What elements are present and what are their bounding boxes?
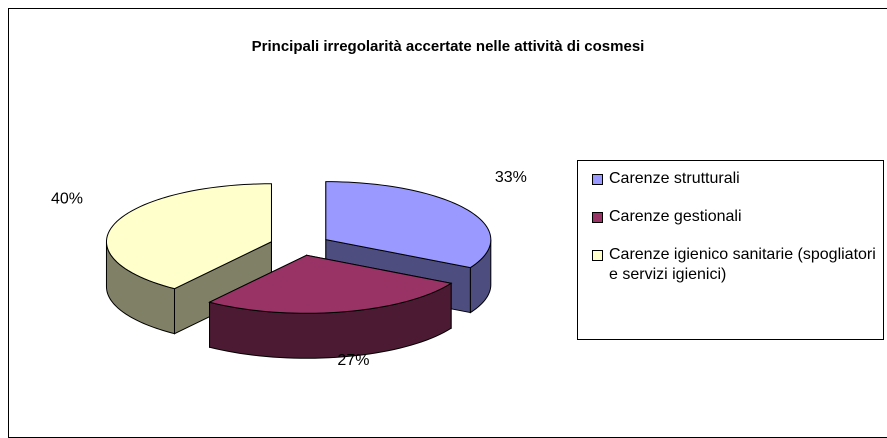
- data-label: 40%: [51, 191, 83, 208]
- legend-swatch: [592, 174, 603, 185]
- legend-label: Carenze igienico sanitarie (spogliatori …: [609, 246, 876, 283]
- legend-swatch: [592, 250, 603, 261]
- slice-top: [208, 254, 453, 314]
- legend-item: Carenze strutturali: [592, 169, 883, 189]
- legend-swatch: [592, 212, 603, 223]
- chart: Principali irregolarità accertate nelle …: [51, 38, 645, 369]
- legend: Carenze strutturali Carenze gestionali Car…: [577, 160, 884, 340]
- pie-slice: [208, 254, 453, 359]
- slice-top: [325, 181, 492, 269]
- legend-item: Carenze igienico sanitarie (spogliatori …: [592, 245, 883, 285]
- legend-label: Carenze gestionali: [609, 208, 742, 225]
- slice-top: [106, 183, 272, 290]
- data-label: 27%: [337, 352, 369, 369]
- chart-title: Principali irregolarità accertate nelle …: [252, 38, 645, 55]
- data-label: 33%: [495, 169, 527, 186]
- page: Principali irregolarità accertate nelle …: [8, 8, 887, 438]
- legend-label: Carenze strutturali: [609, 170, 740, 187]
- pie-slice: [105, 183, 272, 335]
- legend-item: Carenze gestionali: [592, 207, 883, 227]
